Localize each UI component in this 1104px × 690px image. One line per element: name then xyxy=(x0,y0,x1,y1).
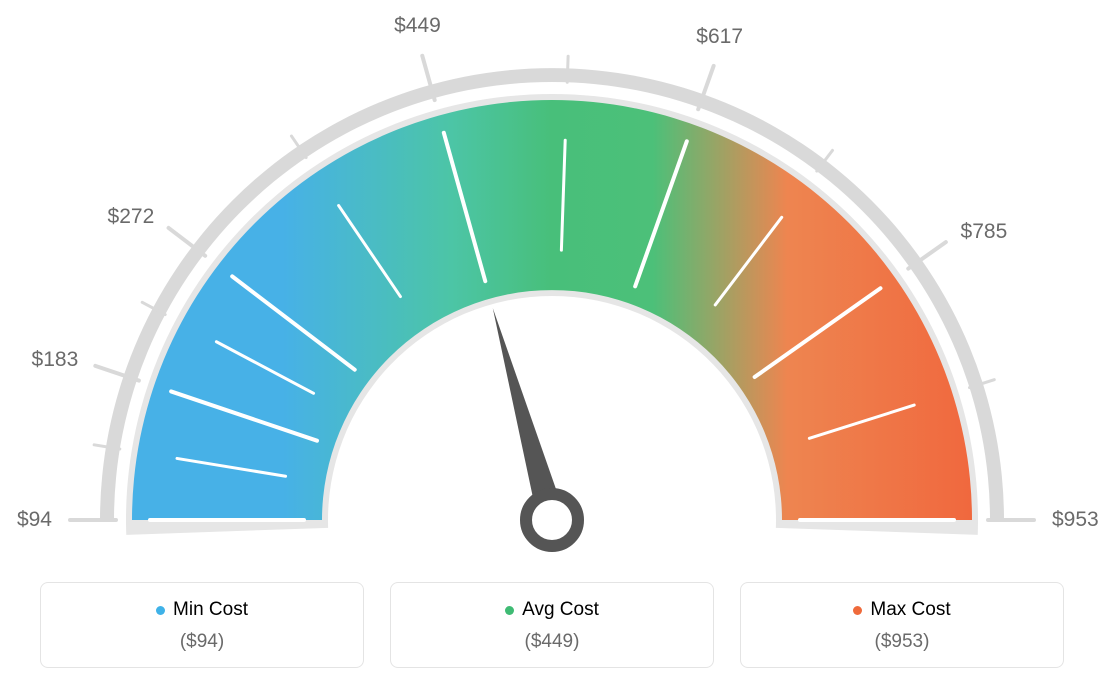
legend-title-max: Max Cost xyxy=(853,599,950,621)
gauge-tick-label: $953 xyxy=(1052,508,1099,532)
legend-card-avg: Avg Cost ($449) xyxy=(390,582,714,668)
legend-row: Min Cost ($94) Avg Cost ($449) Max Cost … xyxy=(40,582,1064,668)
cost-gauge-chart: $94 $183 $272 $449 $617 $785 $953 Min Cost ($9… xyxy=(0,0,1104,690)
legend-label-max: Max Cost xyxy=(870,599,950,621)
legend-value-max: ($953) xyxy=(751,631,1053,653)
gauge-tick-label: $449 xyxy=(394,14,441,38)
gauge-area: $94 $183 $272 $449 $617 $785 $953 xyxy=(0,0,1104,560)
gauge-tick-label: $183 xyxy=(32,348,79,372)
gauge-tick-label: $617 xyxy=(696,25,743,49)
legend-title-avg: Avg Cost xyxy=(505,599,599,621)
gauge-tick-label: $272 xyxy=(108,205,155,229)
legend-card-max: Max Cost ($953) xyxy=(740,582,1064,668)
legend-value-avg: ($449) xyxy=(401,631,703,653)
legend-title-min: Min Cost xyxy=(156,599,248,621)
gauge-svg xyxy=(0,0,1104,560)
dot-icon xyxy=(156,606,165,615)
legend-value-min: ($94) xyxy=(51,631,353,653)
dot-icon xyxy=(853,606,862,615)
legend-card-min: Min Cost ($94) xyxy=(40,582,364,668)
legend-label-min: Min Cost xyxy=(173,599,248,621)
legend-label-avg: Avg Cost xyxy=(522,599,599,621)
dot-icon xyxy=(505,606,514,615)
gauge-tick-label: $94 xyxy=(17,508,52,532)
gauge-tick-label: $785 xyxy=(961,220,1008,244)
